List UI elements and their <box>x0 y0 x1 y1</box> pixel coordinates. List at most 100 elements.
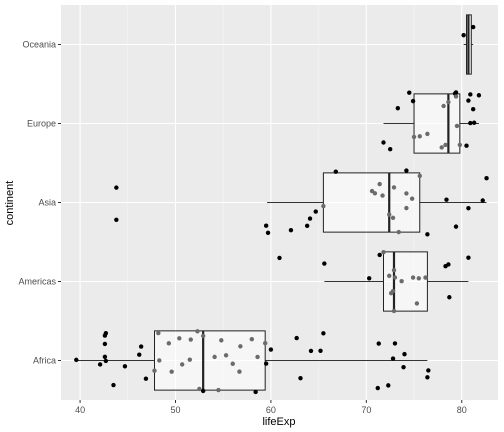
data-point <box>416 276 422 281</box>
y-tick-label: Africa <box>33 356 56 366</box>
data-point <box>409 196 415 201</box>
data-point <box>156 330 161 336</box>
data-point <box>410 275 416 280</box>
x-tick-label: 70 <box>361 405 371 415</box>
data-point <box>391 185 397 190</box>
data-point <box>468 120 473 126</box>
box-americas <box>383 251 428 312</box>
data-point <box>417 134 422 139</box>
data-point <box>381 140 386 145</box>
data-point <box>74 357 79 363</box>
data-point <box>425 375 430 380</box>
data-point <box>453 224 459 229</box>
data-point <box>114 185 119 190</box>
data-point <box>263 361 269 366</box>
box-asia <box>322 172 421 233</box>
data-point <box>476 93 482 98</box>
data-point <box>470 107 476 112</box>
x-tick-label: 80 <box>457 405 467 415</box>
y-axis-ticks: Africa Americas Asia Europe Oceania <box>18 40 61 366</box>
data-point <box>395 106 401 111</box>
x-tick-label: 50 <box>170 405 180 415</box>
data-point <box>377 252 382 258</box>
data-point <box>366 276 372 281</box>
data-point <box>265 230 271 236</box>
data-point <box>103 330 109 336</box>
data-point <box>466 255 471 260</box>
data-point <box>102 354 108 360</box>
data-point <box>294 335 299 341</box>
data-point <box>223 353 229 358</box>
jitter-points <box>74 24 489 395</box>
data-point <box>263 223 269 228</box>
data-point <box>391 267 397 273</box>
data-point <box>195 329 200 334</box>
y-tick-label: Europe <box>27 119 56 129</box>
data-point <box>439 145 444 150</box>
data-point <box>238 344 243 349</box>
data-point <box>307 216 313 221</box>
data-point <box>304 223 310 229</box>
data-point <box>417 173 422 179</box>
data-point <box>277 255 282 261</box>
data-point <box>390 356 396 361</box>
data-point <box>444 197 449 202</box>
data-point <box>392 275 398 280</box>
data-point <box>447 295 452 300</box>
data-point <box>372 191 378 196</box>
data-point <box>464 143 469 148</box>
data-point <box>468 92 473 97</box>
x-axis-ticks: 40 50 60 70 80 <box>75 400 467 415</box>
data-point <box>441 103 446 109</box>
data-point <box>138 344 144 349</box>
box-africa <box>154 330 266 391</box>
data-point <box>446 262 451 267</box>
data-point <box>103 358 109 364</box>
data-point <box>411 134 417 140</box>
data-point <box>410 98 416 104</box>
data-point <box>390 288 396 294</box>
x-axis-title: lifeExp <box>262 416 295 428</box>
data-point <box>404 205 409 211</box>
data-point <box>375 385 380 391</box>
data-point <box>461 32 466 38</box>
data-point <box>399 279 404 284</box>
data-point <box>200 388 206 394</box>
data-point <box>313 209 318 214</box>
data-point <box>268 347 274 352</box>
data-point <box>387 273 392 279</box>
data-point <box>169 369 174 374</box>
data-point <box>392 341 398 346</box>
y-tick-label: Asia <box>38 198 56 208</box>
x-tick-label: 60 <box>266 405 276 415</box>
data-point <box>253 389 258 395</box>
data-point <box>443 142 448 148</box>
data-point <box>298 375 303 381</box>
data-point <box>318 348 323 353</box>
data-point <box>114 217 119 222</box>
data-point <box>143 376 149 381</box>
data-point <box>414 301 420 306</box>
y-tick-label: Oceania <box>22 40 56 50</box>
data-point <box>255 354 260 360</box>
data-point <box>308 348 314 354</box>
data-point <box>446 99 451 105</box>
data-point <box>177 336 182 341</box>
data-point <box>466 205 471 211</box>
data-point <box>426 368 431 373</box>
data-point <box>216 387 221 393</box>
data-point <box>380 193 385 198</box>
data-point <box>466 98 471 103</box>
x-tick-label: 40 <box>75 405 85 415</box>
data-point <box>187 357 193 362</box>
data-point <box>402 351 407 357</box>
data-point <box>471 120 477 125</box>
data-point <box>391 308 397 314</box>
data-point <box>423 275 428 280</box>
data-point <box>404 191 409 196</box>
data-point <box>390 215 396 221</box>
data-point <box>212 354 217 360</box>
data-point <box>484 176 489 181</box>
data-point <box>387 146 393 152</box>
